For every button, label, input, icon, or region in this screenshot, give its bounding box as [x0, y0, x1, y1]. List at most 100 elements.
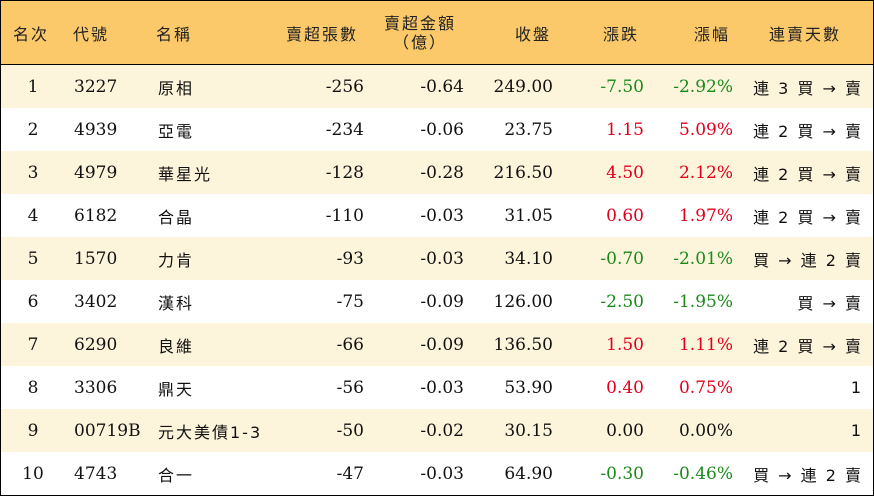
cell-change-pct: 2.12%	[678, 162, 733, 183]
header-streak: 連賣天數	[769, 24, 842, 44]
cell-code: 4939	[74, 119, 118, 140]
cell-change-pct: 5.09%	[678, 119, 733, 140]
header-change: 漲跌	[603, 24, 640, 44]
cell-close: 30.15	[504, 420, 553, 441]
header-short-amount-line1: 賣超金額	[384, 13, 457, 33]
cell-short-lots: -110	[325, 205, 364, 226]
cell-short-amount: -0.02	[420, 420, 464, 441]
cell-name: 華星光	[158, 164, 213, 184]
cell-name: 亞電	[158, 121, 195, 141]
cell-streak: 買 → 連 2 賣	[753, 250, 863, 270]
cell-code: 6290	[74, 334, 118, 355]
cell-change: 4.50	[606, 162, 644, 183]
cell-code: 3227	[74, 76, 118, 97]
cell-short-amount: -0.28	[420, 162, 464, 183]
cell-change-pct: 1.97%	[678, 205, 733, 226]
cell-streak: 1	[850, 421, 863, 440]
table-row: 1 3227 原相 -256 -0.64 249.00 -7.50 -2.92% 連 3 買 →…	[1, 65, 873, 108]
header-close: 收盤	[515, 24, 552, 44]
table-row: 8 3306 鼎天 -56 -0.03 53.90 0.40 0.75% 1	[1, 366, 873, 409]
cell-name: 良維	[158, 336, 195, 356]
cell-change: -2.50	[600, 291, 644, 312]
cell-short-amount: -0.09	[420, 291, 464, 312]
table-row: 5 1570 力肯 -93 -0.03 34.10 -0.70 -2.01% 買 → 連 2 賣	[1, 237, 873, 280]
cell-streak: 買 → 連 2 賣	[753, 465, 863, 485]
cell-short-amount: -0.03	[420, 377, 464, 398]
cell-streak: 連 2 買 → 賣	[753, 207, 863, 227]
cell-code: 3306	[74, 377, 118, 398]
cell-short-lots: -75	[336, 291, 364, 312]
cell-change: 1.50	[606, 334, 644, 355]
cell-change: -0.30	[600, 463, 644, 484]
table-row: 6 3402 漢科 -75 -0.09 126.00 -2.50 -1.95% 買 → 賣	[1, 280, 873, 323]
cell-close: 216.50	[493, 162, 553, 183]
cell-code: 4979	[74, 162, 118, 183]
table-row: 7 6290 良維 -66 -0.09 136.50 1.50 1.11% 連 2 買 → 賣	[1, 323, 873, 366]
cell-name: 合一	[158, 465, 195, 485]
cell-close: 53.90	[504, 377, 553, 398]
cell-close: 126.00	[493, 291, 553, 312]
cell-rank: 4	[27, 205, 39, 226]
cell-name: 力肯	[158, 250, 195, 270]
cell-name: 鼎天	[158, 379, 195, 399]
cell-change: 0.60	[606, 205, 644, 226]
table-row: 9 00719B 元大美債1-3 -50 -0.02 30.15 0.00 0.00% 1	[1, 409, 873, 452]
table-row: 2 4939 亞電 -234 -0.06 23.75 1.15 5.09% 連 2 買 → 賣	[1, 108, 873, 151]
table-row: 10 4743 合一 -47 -0.03 64.90 -0.30 -0.46% 買 → 連 2 …	[1, 452, 873, 495]
cell-rank: 2	[27, 119, 39, 140]
cell-change-pct: -2.92%	[673, 76, 733, 97]
cell-short-lots: -234	[325, 119, 364, 140]
header-rank: 名次	[13, 24, 50, 44]
cell-streak: 1	[850, 378, 863, 397]
header-name: 名稱	[156, 24, 193, 44]
header-short-amount-line2: （億）	[393, 32, 448, 52]
cell-code: 3402	[74, 291, 118, 312]
cell-close: 64.90	[504, 463, 553, 484]
cell-rank: 9	[27, 420, 39, 441]
cell-close: 31.05	[504, 205, 553, 226]
cell-change: -0.70	[600, 248, 644, 269]
table-row: 3 4979 華星光 -128 -0.28 216.50 4.50 2.12% 連 2 買 → …	[1, 151, 873, 194]
cell-change: 0.00	[606, 420, 644, 441]
cell-short-amount: -0.64	[420, 76, 464, 97]
cell-change-pct: -1.95%	[673, 291, 733, 312]
cell-short-lots: -50	[336, 420, 364, 441]
cell-short-lots: -56	[336, 377, 364, 398]
cell-change-pct: 0.00%	[678, 420, 733, 441]
cell-change: 1.15	[606, 119, 644, 140]
cell-streak: 連 2 買 → 賣	[753, 121, 863, 141]
cell-close: 34.10	[504, 248, 553, 269]
cell-name: 原相	[158, 78, 195, 98]
cell-short-lots: -66	[336, 334, 364, 355]
cell-short-lots: -93	[336, 248, 364, 269]
cell-code: 1570	[74, 248, 118, 269]
cell-streak: 連 3 買 → 賣	[753, 78, 863, 98]
cell-code: 00719B	[74, 420, 141, 441]
cell-close: 249.00	[493, 76, 553, 97]
cell-rank: 8	[27, 377, 39, 398]
cell-rank: 1	[27, 76, 39, 97]
cell-change-pct: 1.11%	[678, 334, 733, 355]
cell-short-lots: -47	[336, 463, 364, 484]
cell-rank: 7	[27, 334, 39, 355]
cell-streak: 連 2 買 → 賣	[753, 164, 863, 184]
header-short-lots: 賣超張數	[286, 24, 359, 44]
cell-change: 0.40	[606, 377, 644, 398]
cell-name: 漢科	[158, 293, 195, 313]
header-code: 代號	[73, 24, 110, 44]
cell-short-lots: -128	[325, 162, 364, 183]
cell-short-amount: -0.06	[420, 119, 464, 140]
table-row: 4 6182 合晶 -110 -0.03 31.05 0.60 1.97% 連 2 買 → 賣	[1, 194, 873, 237]
cell-name: 元大美債1-3	[158, 422, 263, 442]
cell-close: 136.50	[493, 334, 553, 355]
cell-short-amount: -0.03	[420, 463, 464, 484]
cell-rank: 10	[22, 463, 44, 484]
cell-change: -7.50	[600, 76, 644, 97]
cell-streak: 連 2 買 → 賣	[753, 336, 863, 356]
cell-close: 23.75	[504, 119, 553, 140]
cell-rank: 5	[27, 248, 39, 269]
table-body: 1 3227 原相 -256 -0.64 249.00 -7.50 -2.92% 連 3 買 →…	[1, 65, 873, 495]
header-change-pct: 漲幅	[694, 24, 731, 44]
header-short-amount: 賣超金額 （億）	[384, 1, 456, 64]
